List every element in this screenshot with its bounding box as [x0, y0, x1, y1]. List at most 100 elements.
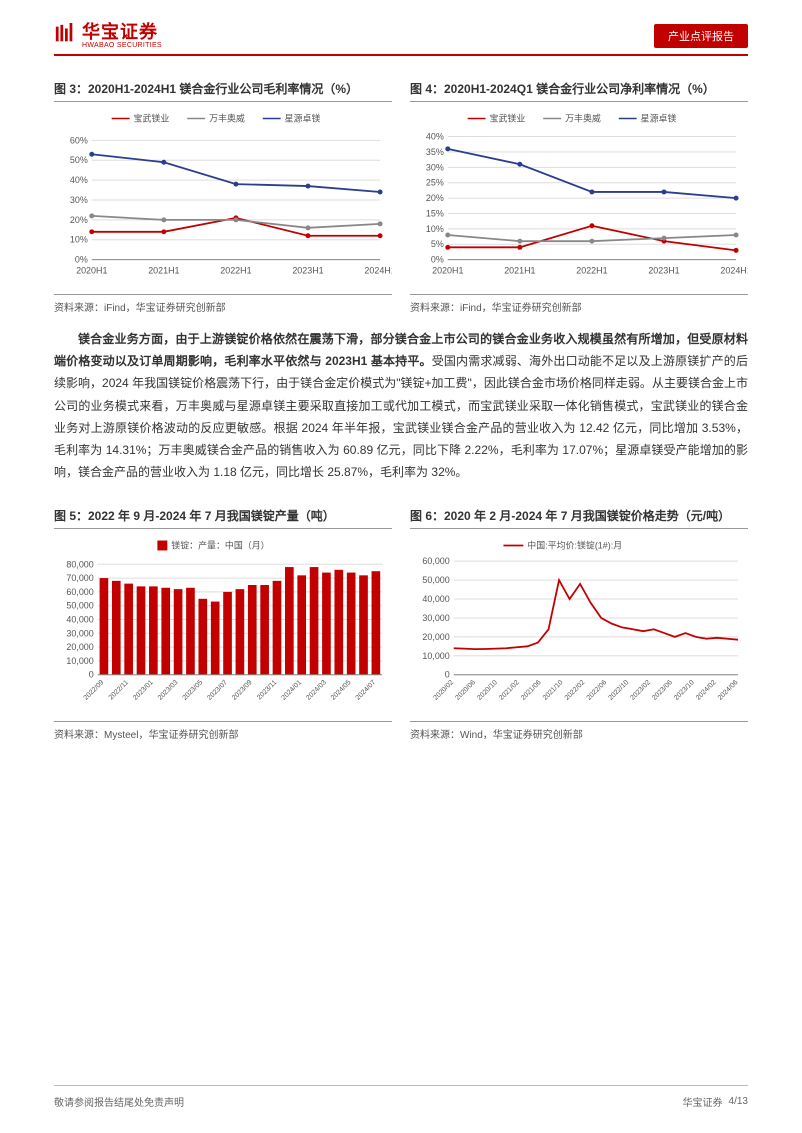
svg-text:20,000: 20,000 — [66, 642, 93, 652]
svg-text:30%: 30% — [426, 162, 444, 172]
svg-text:50,000: 50,000 — [422, 575, 449, 585]
svg-text:2021/02: 2021/02 — [498, 679, 521, 702]
chart3-container: 图 3：2020H1-2024H1 镁合金行业公司毛利率情况（%） 宝武镁业 万丰… — [54, 80, 392, 314]
svg-text:2021/10: 2021/10 — [542, 679, 565, 702]
svg-text:10%: 10% — [426, 224, 444, 234]
svg-text:2020/02: 2020/02 — [432, 679, 455, 702]
report-tag: 产业点评报告 — [654, 24, 748, 48]
footer: 敬请参阅报告结尾处免责声明 华宝证券 4/13 — [54, 1085, 748, 1109]
svg-text:2024/03: 2024/03 — [305, 679, 328, 702]
svg-text:20%: 20% — [426, 193, 444, 203]
svg-text:万丰奥威: 万丰奥威 — [209, 112, 245, 123]
svg-text:2024/02: 2024/02 — [695, 679, 718, 702]
chart5-title: 图 5：2022 年 9 月-2024 年 7 月我国镁锭产量（吨） — [54, 507, 392, 529]
svg-text:2023H1: 2023H1 — [292, 266, 323, 276]
chart6-container: 图 6：2020 年 2 月-2024 年 7 月我国镁锭价格走势（元/吨） 中… — [410, 507, 748, 741]
svg-text:宝武镁业: 宝武镁业 — [490, 112, 526, 123]
logo: 华宝证券 HWABAO SECURITIES — [54, 18, 162, 49]
svg-text:2021/06: 2021/06 — [520, 679, 543, 702]
svg-text:0%: 0% — [431, 255, 444, 265]
svg-text:2021H1: 2021H1 — [504, 266, 535, 276]
logo-icon — [54, 23, 76, 45]
chart6: 中国:平均价:镁锭(1#):月010,00020,00030,00040,000… — [410, 535, 748, 715]
svg-text:50,000: 50,000 — [66, 601, 93, 611]
chart4: 宝武镁业万丰奥威星源卓镁0%5%10%15%20%25%30%35%40%202… — [410, 108, 748, 288]
svg-text:2024/01: 2024/01 — [280, 679, 303, 702]
chart5: 镁锭：产量：中国（月）010,00020,00030,00040,00050,0… — [54, 535, 392, 715]
svg-text:10,000: 10,000 — [422, 651, 449, 661]
svg-text:2024H1: 2024H1 — [720, 266, 748, 276]
svg-text:2023/02: 2023/02 — [629, 679, 652, 702]
svg-text:镁锭：产量：中国（月）: 镁锭：产量：中国（月） — [171, 540, 269, 551]
svg-text:10,000: 10,000 — [66, 656, 93, 666]
svg-text:60%: 60% — [70, 135, 88, 145]
header-divider — [54, 54, 748, 56]
svg-text:星源卓镁: 星源卓镁 — [285, 112, 321, 123]
svg-text:2022/09: 2022/09 — [83, 679, 106, 702]
svg-text:2022/10: 2022/10 — [607, 679, 630, 702]
chart5-container: 图 5：2022 年 9 月-2024 年 7 月我国镁锭产量（吨） 镁锭：产量… — [54, 507, 392, 741]
svg-text:0%: 0% — [75, 255, 88, 265]
svg-text:15%: 15% — [426, 208, 444, 218]
chart6-source: 资料来源：Wind，华宝证券研究创新部 — [410, 721, 748, 741]
svg-text:2022/02: 2022/02 — [564, 679, 587, 702]
body-rest: 受国内需求减弱、海外出口动能不足以及上游原镁扩产的后续影响，2024 年我国镁锭… — [54, 354, 748, 479]
svg-text:2023/10: 2023/10 — [673, 679, 696, 702]
svg-text:2020H1: 2020H1 — [432, 266, 463, 276]
svg-text:50%: 50% — [70, 155, 88, 165]
svg-text:10%: 10% — [70, 235, 88, 245]
footer-disclaimer: 敬请参阅报告结尾处免责声明 — [54, 1094, 184, 1109]
svg-text:2022H1: 2022H1 — [576, 266, 607, 276]
header: 华宝证券 HWABAO SECURITIES 产业点评报告 — [0, 0, 802, 68]
svg-text:2020H1: 2020H1 — [76, 266, 107, 276]
svg-text:30%: 30% — [70, 195, 88, 205]
footer-page: 4/13 — [729, 1096, 748, 1107]
svg-text:2023/05: 2023/05 — [182, 679, 205, 702]
footer-company: 华宝证券 — [683, 1094, 723, 1109]
svg-text:70,000: 70,000 — [66, 573, 93, 583]
chart-row-2: 图 5：2022 年 9 月-2024 年 7 月我国镁锭产量（吨） 镁锭：产量… — [0, 507, 802, 741]
svg-text:2020/06: 2020/06 — [454, 679, 477, 702]
svg-text:60,000: 60,000 — [422, 556, 449, 566]
body-text: 镁合金业务方面，由于上游镁锭价格依然在震荡下滑，部分镁合金上市公司的镁合金业务收… — [0, 314, 802, 495]
svg-text:万丰奥威: 万丰奥威 — [565, 112, 601, 123]
svg-text:2024/06: 2024/06 — [717, 679, 740, 702]
chart3: 宝武镁业 万丰奥威 星源卓镁 0% 10% 20% 30% 40% 50% 60% 2020H1 20… — [54, 108, 392, 288]
svg-text:20%: 20% — [70, 215, 88, 225]
chart5-source: 资料来源：Mysteel，华宝证券研究创新部 — [54, 721, 392, 741]
svg-text:中国:平均价:镁锭(1#):月: 中国:平均价:镁锭(1#):月 — [527, 540, 622, 551]
svg-text:2023/06: 2023/06 — [651, 679, 674, 702]
chart4-container: 图 4：2020H1-2024Q1 镁合金行业公司净利率情况（%） 宝武镁业万丰… — [410, 80, 748, 314]
svg-text:2023/01: 2023/01 — [132, 679, 155, 702]
svg-text:30,000: 30,000 — [66, 629, 93, 639]
svg-text:2023/03: 2023/03 — [157, 679, 180, 702]
svg-text:40,000: 40,000 — [66, 615, 93, 625]
svg-text:35%: 35% — [426, 147, 444, 157]
svg-text:25%: 25% — [426, 178, 444, 188]
svg-text:2022/06: 2022/06 — [586, 679, 609, 702]
svg-text:2024/07: 2024/07 — [355, 679, 378, 702]
svg-text:60,000: 60,000 — [66, 587, 93, 597]
svg-text:40%: 40% — [426, 132, 444, 142]
logo-text-cn: 华宝证券 — [82, 18, 162, 44]
chart-row-1: 图 3：2020H1-2024H1 镁合金行业公司毛利率情况（%） 宝武镁业 万丰… — [0, 80, 802, 314]
svg-text:宝武镁业: 宝武镁业 — [134, 112, 170, 123]
logo-text-en: HWABAO SECURITIES — [82, 42, 162, 49]
svg-text:2021H1: 2021H1 — [148, 266, 179, 276]
svg-text:2023/09: 2023/09 — [231, 679, 254, 702]
svg-text:0: 0 — [445, 670, 450, 680]
chart6-title: 图 6：2020 年 2 月-2024 年 7 月我国镁锭价格走势（元/吨） — [410, 507, 748, 529]
svg-text:2023/11: 2023/11 — [256, 679, 278, 701]
svg-text:5%: 5% — [431, 239, 444, 249]
svg-text:2023H1: 2023H1 — [648, 266, 679, 276]
svg-text:2024/05: 2024/05 — [330, 679, 353, 702]
svg-text:2020/10: 2020/10 — [476, 679, 499, 702]
svg-text:30,000: 30,000 — [422, 613, 449, 623]
svg-text:2024H1: 2024H1 — [364, 266, 392, 276]
svg-text:80,000: 80,000 — [66, 560, 93, 570]
svg-text:20,000: 20,000 — [422, 632, 449, 642]
svg-text:40%: 40% — [70, 175, 88, 185]
svg-text:2023/07: 2023/07 — [206, 679, 229, 702]
chart3-title: 图 3：2020H1-2024H1 镁合金行业公司毛利率情况（%） — [54, 80, 392, 102]
chart3-source: 资料来源：iFind，华宝证券研究创新部 — [54, 294, 392, 314]
